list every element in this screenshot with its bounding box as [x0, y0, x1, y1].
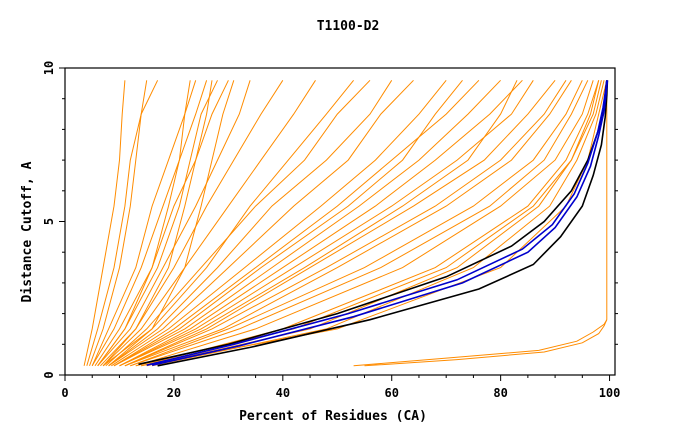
- y-tick-label-0: 0: [42, 371, 56, 378]
- model-line-20: [124, 80, 567, 367]
- y-tick-label-1: 5: [42, 218, 56, 225]
- plot-lines: [83, 79, 609, 367]
- model-line-19: [124, 79, 556, 367]
- model-line-35: [353, 319, 608, 367]
- model-line-11: [105, 79, 371, 367]
- model-line-28: [113, 79, 463, 367]
- model-line-17: [119, 79, 523, 367]
- y-axis-label: Distance Cutoff, A: [20, 161, 35, 302]
- model-line-15: [113, 79, 480, 367]
- plot-frame: [64, 67, 616, 376]
- model-line-30: [97, 80, 191, 367]
- chart-title: T1100-D2: [317, 19, 380, 34]
- model-line-5: [94, 80, 229, 367]
- model-line-23: [141, 80, 600, 367]
- model-line-16: [113, 79, 501, 367]
- highlight-line-3: [146, 80, 608, 366]
- model-line-13: [108, 79, 414, 367]
- x-tick-label-2: 40: [276, 386, 290, 400]
- model-line-26: [130, 80, 589, 367]
- x-axis-ticks: 0 20 40 60 80 100: [61, 375, 620, 400]
- x-axis-label: Percent of Residues (CA): [239, 409, 427, 424]
- x-tick-label-0: 0: [61, 386, 68, 400]
- model-line-22: [135, 80, 594, 367]
- model-line-27: [119, 80, 518, 367]
- y-axis-ticks: 0 5 10: [42, 61, 618, 379]
- model-line-25: [151, 80, 605, 367]
- y-tick-label-2: 10: [42, 61, 56, 75]
- highlight-line-1: [157, 80, 609, 367]
- model-line-24: [146, 80, 602, 367]
- model-line-7: [97, 80, 251, 367]
- model-line-2: [89, 80, 148, 366]
- model-line-12: [108, 80, 393, 367]
- model-line-31: [108, 80, 235, 367]
- model-line-10: [102, 80, 213, 367]
- highlight-line-2: [151, 80, 609, 366]
- model-line-4: [91, 80, 208, 367]
- model-line-21: [130, 80, 583, 367]
- model-line-14: [111, 79, 447, 367]
- model-line-36: [364, 319, 608, 367]
- x-tick-label-3: 60: [385, 386, 399, 400]
- x-tick-label-1: 20: [167, 386, 181, 400]
- x-tick-label-5: 100: [599, 386, 621, 400]
- model-line-18: [119, 80, 534, 367]
- x-tick-label-4: 80: [493, 386, 507, 400]
- model-line-34: [124, 80, 572, 367]
- model-line-9: [102, 80, 316, 367]
- model-line-1: [83, 80, 126, 366]
